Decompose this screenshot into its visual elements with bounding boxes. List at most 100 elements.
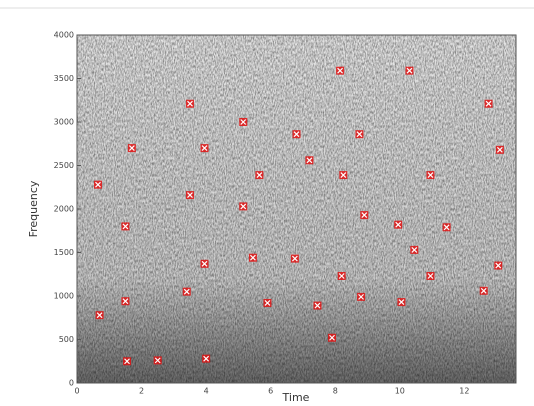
peak-marker <box>484 99 493 108</box>
peak-marker <box>410 245 419 254</box>
peak-marker <box>394 220 403 229</box>
peak-marker <box>355 130 364 139</box>
peak-marker <box>123 357 132 366</box>
peak-marker <box>200 144 209 153</box>
marker-cross <box>240 119 247 125</box>
marker-cross <box>340 172 347 178</box>
peak-marker <box>426 271 435 280</box>
y-axis-label: Frequency <box>27 180 40 237</box>
peak-marker <box>494 261 503 270</box>
peak-marker <box>292 130 301 139</box>
marker-cross <box>183 288 190 295</box>
peak-marker <box>339 171 348 180</box>
marker-cross <box>203 355 210 362</box>
peak-marker <box>121 297 130 306</box>
marker-cross <box>187 192 193 199</box>
marker-cross <box>122 298 129 305</box>
peak-marker <box>248 253 257 262</box>
marker-cross <box>395 221 402 228</box>
marker-cross <box>95 181 101 188</box>
marker-cross <box>427 172 434 178</box>
marker-cross <box>398 299 405 306</box>
peak-marker <box>397 298 406 307</box>
y-tick-label: 0 <box>69 379 74 388</box>
peak-marker <box>357 292 366 301</box>
peak-marker <box>328 333 337 342</box>
marker-cross <box>337 67 344 74</box>
y-tick-label: 1000 <box>54 292 74 301</box>
peak-marker <box>336 66 345 75</box>
x-tick-label: 4 <box>204 387 209 396</box>
marker-cross <box>496 146 503 153</box>
marker-cross <box>406 67 413 74</box>
marker-cross <box>240 203 247 210</box>
y-tick-label: 2000 <box>54 205 74 214</box>
peak-marker <box>185 191 194 200</box>
marker-cross <box>187 100 193 107</box>
spectrogram-noise <box>77 35 516 383</box>
x-tick-label: 6 <box>268 387 273 396</box>
marker-cross <box>122 223 129 230</box>
x-tick-label: 12 <box>459 387 469 396</box>
peak-marker <box>405 66 414 75</box>
marker-cross <box>443 224 450 231</box>
marker-cross <box>201 145 208 152</box>
marker-cross <box>306 157 313 164</box>
peak-marker <box>185 99 194 108</box>
marker-cross <box>256 172 263 178</box>
y-tick-label: 3500 <box>54 74 74 83</box>
peak-marker <box>426 171 435 180</box>
marker-cross <box>249 254 256 261</box>
marker-cross <box>124 358 130 365</box>
x-tick-label: 10 <box>395 387 405 396</box>
peak-marker <box>153 356 162 365</box>
x-tick-label: 0 <box>74 387 79 396</box>
peak-marker <box>182 287 191 296</box>
marker-cross <box>314 302 321 309</box>
x-tick-label: 2 <box>139 387 144 396</box>
marker-cross <box>361 212 368 219</box>
peak-marker <box>360 211 369 220</box>
y-tick-label: 3000 <box>54 118 74 127</box>
peak-marker <box>95 311 104 320</box>
peak-marker <box>305 156 314 165</box>
peak-marker <box>202 354 211 363</box>
marker-cross <box>358 293 364 300</box>
marker-cross <box>485 100 492 107</box>
peak-marker <box>313 301 322 310</box>
peak-marker <box>255 171 264 180</box>
peak-marker <box>200 259 209 268</box>
peak-marker <box>263 298 272 307</box>
x-tick-label: 8 <box>333 387 338 396</box>
marker-cross <box>338 273 345 279</box>
peak-marker <box>121 222 130 231</box>
marker-cross <box>427 273 434 279</box>
marker-cross <box>356 131 363 138</box>
marker-cross <box>291 255 298 262</box>
y-tick-label: 1500 <box>54 248 74 257</box>
peak-marker <box>290 254 299 263</box>
peak-marker <box>127 144 136 153</box>
peak-marker <box>239 202 248 211</box>
y-tick-label: 500 <box>59 335 74 344</box>
marker-cross <box>264 300 271 306</box>
peak-marker <box>442 223 451 232</box>
marker-cross <box>293 131 300 138</box>
marker-cross <box>495 262 502 269</box>
peak-marker <box>495 145 504 154</box>
y-tick-label: 4000 <box>54 31 74 40</box>
marker-cross <box>329 334 335 341</box>
marker-cross <box>128 145 135 152</box>
peak-marker <box>239 118 248 126</box>
marker-cross <box>480 287 487 294</box>
peak-marker <box>93 180 102 189</box>
marker-cross <box>96 312 103 319</box>
x-axis-label: Time <box>282 391 310 404</box>
peak-marker <box>479 286 488 295</box>
marker-cross <box>201 260 208 267</box>
peak-marker <box>337 271 346 280</box>
marker-cross <box>154 357 161 364</box>
marker-cross <box>411 246 418 253</box>
